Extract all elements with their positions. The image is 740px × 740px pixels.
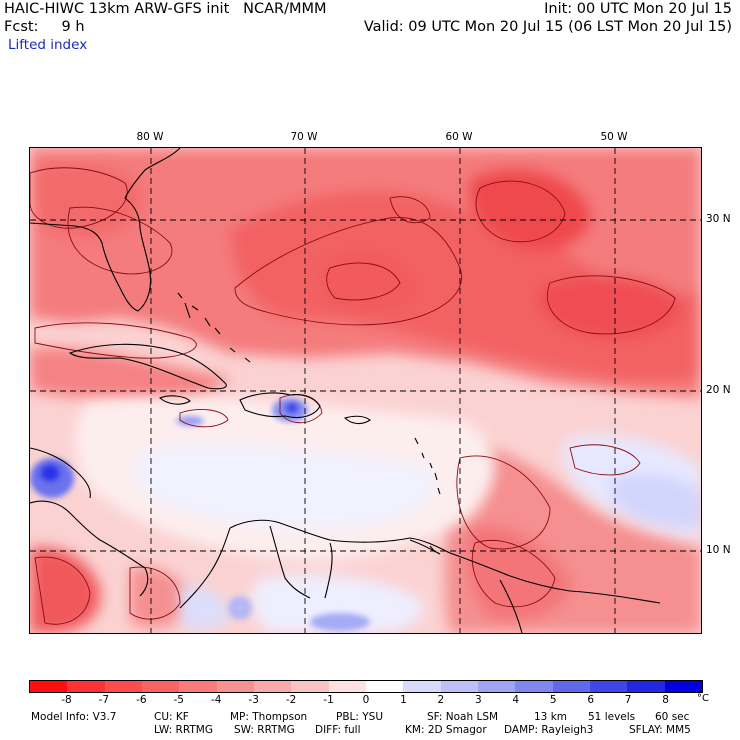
colorbar-tick-label: 1 xyxy=(400,694,407,706)
colorbar-swatch-17 xyxy=(664,681,702,692)
lat-label-10n: 10 N xyxy=(706,544,731,556)
lon-label-60w: 60 W xyxy=(445,131,473,143)
colorbar-swatch-6 xyxy=(253,681,292,692)
colorbar-swatch-7 xyxy=(291,681,329,692)
field-name: Lifted index xyxy=(8,37,88,53)
colorbar-swatch-16 xyxy=(627,681,665,692)
shortwave-scheme: SW: RRTMG xyxy=(234,724,295,736)
diffusion-scheme: DIFF: full xyxy=(315,724,361,736)
surface-scheme: SF: Noah LSM xyxy=(427,711,499,723)
lat-label-30n: 30 N xyxy=(706,213,731,225)
colorbar-tick-label: 3 xyxy=(474,694,482,706)
colorbar-swatch-3 xyxy=(141,681,180,692)
colorbar-tick-label: 5 xyxy=(549,694,557,706)
surface-layer-option: SFLAY: MM5 xyxy=(629,724,691,736)
cumulus-scheme: CU: KF xyxy=(154,711,189,723)
colorbar-swatch-10 xyxy=(403,681,441,692)
colorbar-swatch-8 xyxy=(328,681,366,692)
lifted-index-map xyxy=(29,147,702,634)
colorbar-swatch-12 xyxy=(477,681,516,692)
colorbar-tick-label: 0 xyxy=(362,694,370,706)
unstable-region-north xyxy=(30,148,701,401)
damping-option: DAMP: Rayleigh3 xyxy=(504,724,594,736)
colorbar-tick-label: -4 xyxy=(210,694,222,706)
km-option: KM: 2D Smagor xyxy=(405,724,487,736)
colorbar-swatch-9 xyxy=(365,681,404,692)
model-title: HAIC-HIWC 13km ARW-GFS init NCAR/MMM xyxy=(4,1,327,17)
colorbar-swatch-4 xyxy=(179,681,217,692)
colorbar-tick-label: 4 xyxy=(512,694,520,706)
colorbar-tick-label: -8 xyxy=(61,694,72,706)
blue-spots xyxy=(30,398,370,631)
colorbar-tick-label: -5 xyxy=(173,694,185,706)
stable-region xyxy=(75,397,701,633)
grid-lines xyxy=(30,148,701,633)
grid-resolution: 13 km xyxy=(534,711,568,723)
colorbar-swatch-15 xyxy=(589,681,628,692)
colorbar xyxy=(29,680,703,693)
colorbar-tick-label: -6 xyxy=(136,694,147,706)
colorbar-swatch-13 xyxy=(515,681,553,692)
colorbar-unit: °C xyxy=(697,693,709,704)
colorbar-swatch-1 xyxy=(67,681,105,692)
pbl-scheme: PBL: YSU xyxy=(336,711,384,723)
lon-label-50w: 50 W xyxy=(600,131,628,143)
lat-label-20n: 20 N xyxy=(706,384,731,396)
valid-time: Valid: 09 UTC Mon 20 Jul 15 (06 LST Mon … xyxy=(363,19,732,35)
colorbar-swatch-5 xyxy=(216,681,254,692)
lon-label-70w: 70 W xyxy=(290,131,318,143)
colorbar-tick-label: 8 xyxy=(662,694,669,706)
forecast-hour: Fcst: 9 h xyxy=(4,19,85,35)
colorbar-tick-label: -7 xyxy=(98,694,110,706)
colorbar-swatch-14 xyxy=(552,681,590,692)
colorbar-tick-label: 7 xyxy=(624,694,632,706)
microphysics-scheme: MP: Thompson xyxy=(230,711,308,723)
colorbar-swatch-2 xyxy=(104,681,142,692)
init-time: Init: 00 UTC Mon 20 Jul 15 xyxy=(544,1,732,17)
contour-lines xyxy=(30,167,676,625)
lon-label-80w: 80 W xyxy=(136,131,164,143)
colorbar-tick-label: 2 xyxy=(437,694,445,706)
colorbar-swatch-0 xyxy=(30,681,68,692)
time-step: 60 sec xyxy=(655,711,690,723)
colorbar-tick-label: -1 xyxy=(323,694,334,706)
colorbar-swatch-11 xyxy=(440,681,478,692)
colorbar-tick-label: -3 xyxy=(248,694,259,706)
vertical-levels: 51 levels xyxy=(588,711,636,723)
longwave-scheme: LW: RRTMG xyxy=(154,724,213,736)
model-info: Model Info: V3.7 xyxy=(31,711,117,723)
coastlines xyxy=(30,148,661,633)
colorbar-tick-label: -2 xyxy=(285,694,297,706)
colorbar-tick-label: 6 xyxy=(587,694,594,706)
